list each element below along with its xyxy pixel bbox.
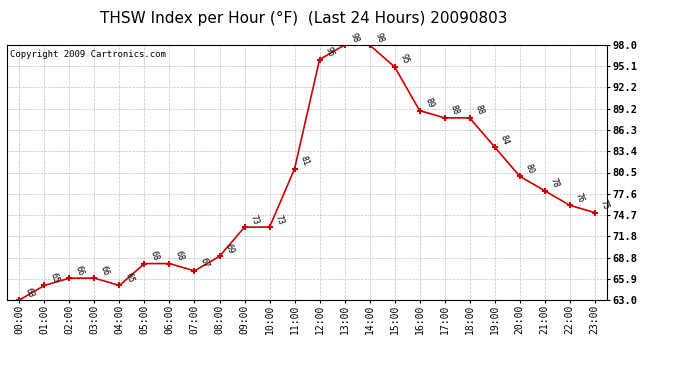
Text: 84: 84 bbox=[499, 133, 511, 146]
Text: 68: 68 bbox=[174, 250, 186, 262]
Text: 96: 96 bbox=[324, 46, 335, 58]
Text: 73: 73 bbox=[274, 213, 286, 226]
Text: 69: 69 bbox=[224, 242, 235, 255]
Text: 65: 65 bbox=[124, 272, 135, 284]
Text: 98: 98 bbox=[348, 31, 361, 44]
Text: 63: 63 bbox=[23, 286, 35, 298]
Text: 98: 98 bbox=[374, 31, 386, 44]
Text: 89: 89 bbox=[424, 97, 435, 109]
Text: 65: 65 bbox=[48, 272, 61, 284]
Text: 95: 95 bbox=[399, 53, 411, 66]
Text: 75: 75 bbox=[599, 199, 611, 211]
Text: 80: 80 bbox=[524, 162, 535, 175]
Text: THSW Index per Hour (°F)  (Last 24 Hours) 20090803: THSW Index per Hour (°F) (Last 24 Hours)… bbox=[100, 11, 507, 26]
Text: 67: 67 bbox=[199, 257, 210, 270]
Text: 73: 73 bbox=[248, 213, 261, 226]
Text: 81: 81 bbox=[299, 155, 310, 168]
Text: 88: 88 bbox=[448, 104, 461, 117]
Text: 76: 76 bbox=[574, 191, 586, 204]
Text: 88: 88 bbox=[474, 104, 486, 117]
Text: 66: 66 bbox=[74, 264, 86, 277]
Text: 78: 78 bbox=[549, 177, 561, 189]
Text: 66: 66 bbox=[99, 264, 110, 277]
Text: 68: 68 bbox=[148, 250, 161, 262]
Text: Copyright 2009 Cartronics.com: Copyright 2009 Cartronics.com bbox=[10, 50, 166, 59]
